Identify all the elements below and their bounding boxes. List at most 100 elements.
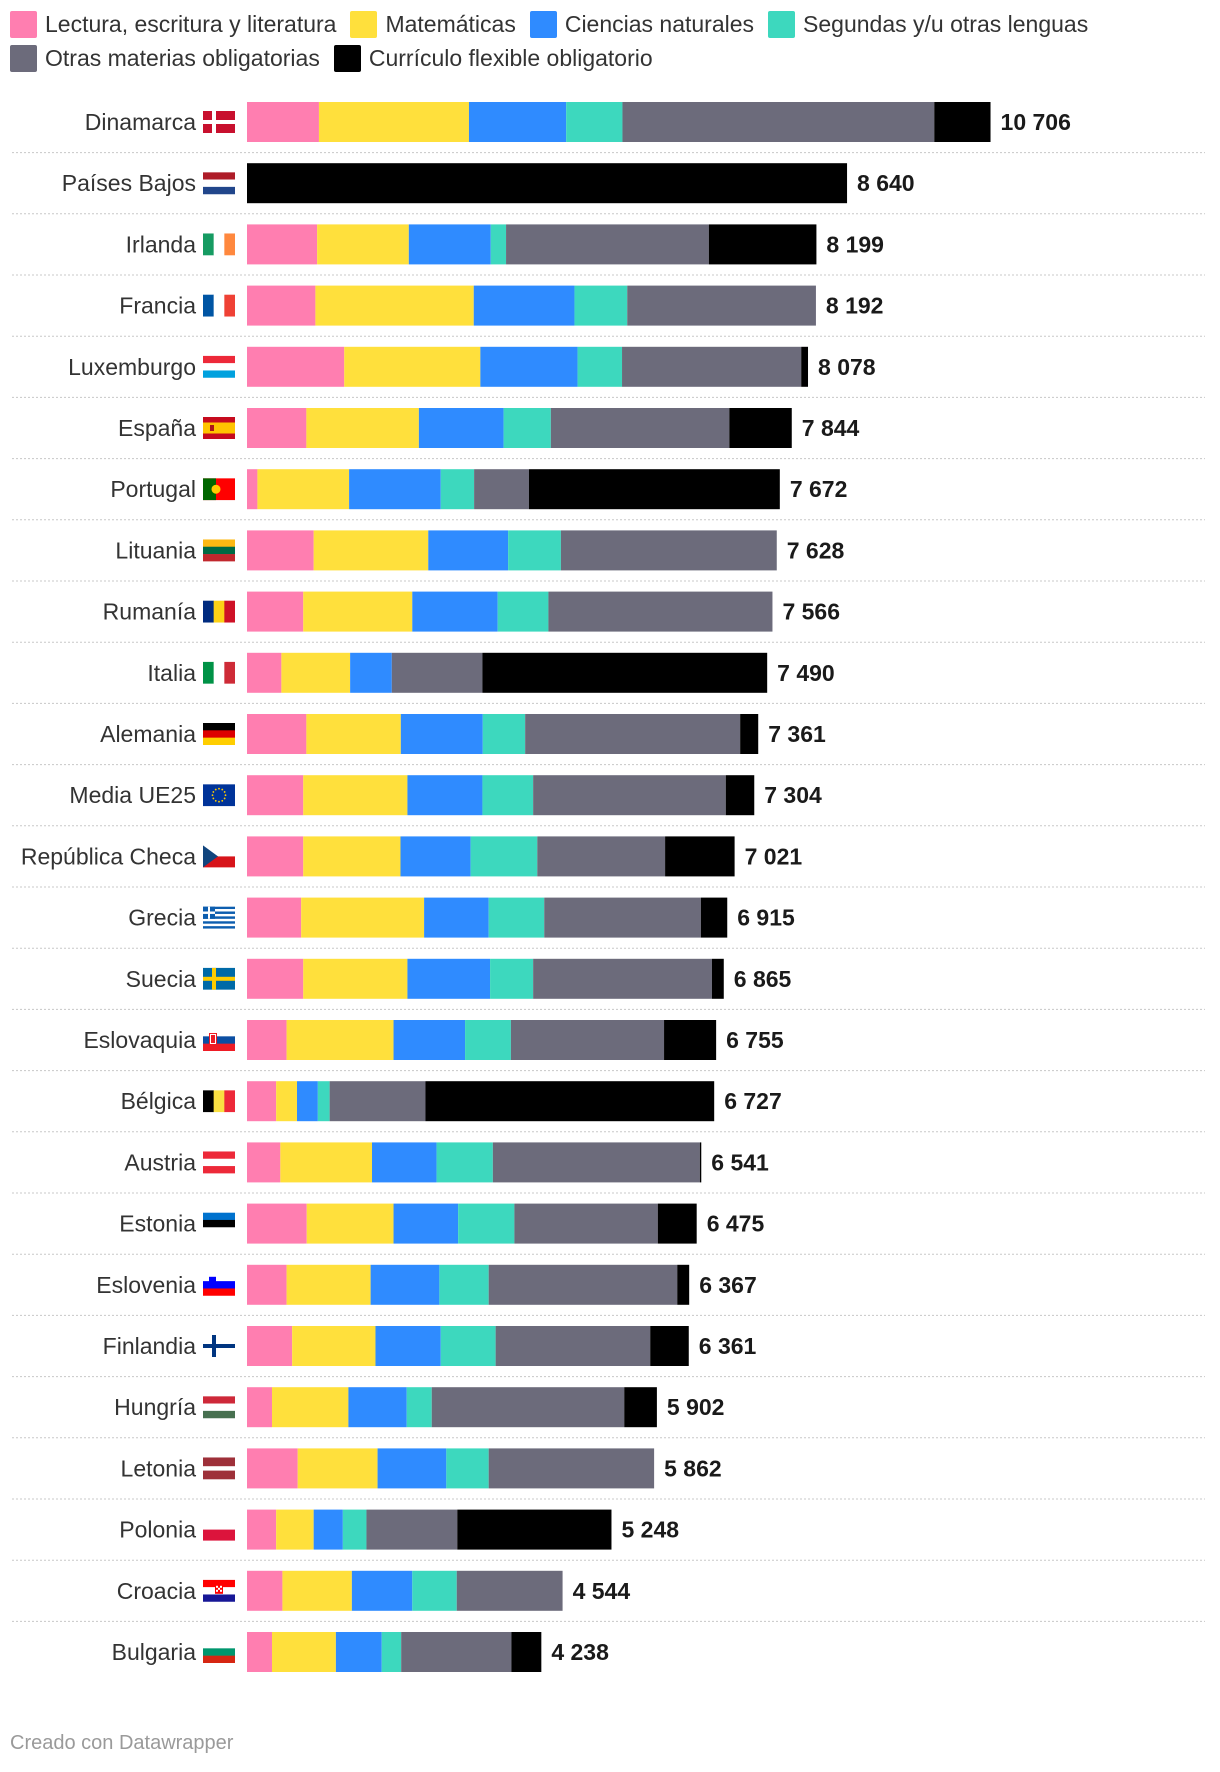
bar-segment[interactable]	[366, 1509, 458, 1550]
bar-segment[interactable]	[665, 836, 735, 877]
bar-segment[interactable]	[247, 346, 345, 387]
bar-segment[interactable]	[381, 1632, 402, 1672]
bar-segment[interactable]	[407, 775, 483, 816]
bar-segment[interactable]	[306, 714, 401, 754]
bar-segment[interactable]	[301, 897, 425, 938]
bar-segment[interactable]	[440, 469, 475, 510]
bar-segment[interactable]	[711, 958, 724, 999]
bar-segment[interactable]	[247, 163, 848, 204]
bar-segment[interactable]	[297, 1081, 318, 1122]
bar-segment[interactable]	[566, 102, 623, 142]
bar-segment[interactable]	[699, 1142, 702, 1183]
bar-segment[interactable]	[286, 1020, 394, 1060]
bar-segment[interactable]	[306, 408, 419, 448]
bar-segment[interactable]	[548, 591, 773, 632]
bar-segment[interactable]	[247, 775, 304, 816]
bar-segment[interactable]	[406, 1387, 432, 1428]
bar-segment[interactable]	[247, 469, 258, 510]
bar-segment[interactable]	[412, 591, 498, 632]
bar-segment[interactable]	[335, 1632, 382, 1672]
bar-segment[interactable]	[440, 1326, 496, 1366]
bar-segment[interactable]	[247, 714, 307, 754]
bar-segment[interactable]	[627, 285, 816, 326]
bar-segment[interactable]	[488, 897, 545, 938]
bar-segment[interactable]	[412, 1570, 457, 1611]
bar-segment[interactable]	[424, 897, 489, 938]
bar-segment[interactable]	[350, 652, 392, 693]
bar-segment[interactable]	[247, 1020, 287, 1060]
bar-segment[interactable]	[272, 1632, 336, 1672]
bar-segment[interactable]	[247, 1264, 287, 1305]
bar-segment[interactable]	[247, 652, 282, 693]
bar-segment[interactable]	[317, 224, 409, 265]
bar-segment[interactable]	[482, 714, 526, 754]
bar-segment[interactable]	[329, 1081, 426, 1122]
bar-segment[interactable]	[725, 775, 755, 816]
bar-segment[interactable]	[428, 530, 509, 571]
bar-segment[interactable]	[439, 1264, 489, 1305]
bar-segment[interactable]	[400, 714, 483, 754]
bar-segment[interactable]	[560, 530, 777, 571]
bar-segment[interactable]	[495, 1326, 651, 1366]
bar-segment[interactable]	[247, 1326, 293, 1366]
bar-segment[interactable]	[393, 1020, 466, 1060]
bar-segment[interactable]	[506, 224, 709, 265]
bar-segment[interactable]	[528, 469, 780, 510]
bar-segment[interactable]	[257, 469, 350, 510]
bar-segment[interactable]	[318, 102, 469, 142]
bar-segment[interactable]	[247, 408, 307, 448]
bar-segment[interactable]	[482, 775, 534, 816]
bar-segment[interactable]	[525, 714, 741, 754]
bar-segment[interactable]	[247, 102, 319, 142]
bar-segment[interactable]	[801, 346, 809, 387]
bar-segment[interactable]	[282, 1570, 352, 1611]
bar-segment[interactable]	[342, 1509, 367, 1550]
bar-segment[interactable]	[247, 1509, 277, 1550]
bar-segment[interactable]	[700, 897, 728, 938]
bar-segment[interactable]	[480, 346, 578, 387]
bar-segment[interactable]	[457, 1509, 612, 1550]
bar-segment[interactable]	[401, 1632, 512, 1672]
bar-segment[interactable]	[740, 714, 759, 754]
bar-segment[interactable]	[247, 1632, 273, 1672]
bar-segment[interactable]	[247, 224, 318, 265]
bar-segment[interactable]	[425, 1081, 715, 1122]
bar-segment[interactable]	[351, 1570, 413, 1611]
bar-segment[interactable]	[511, 1632, 542, 1672]
bar-segment[interactable]	[247, 897, 302, 938]
bar-segment[interactable]	[303, 958, 408, 999]
bar-segment[interactable]	[247, 1081, 277, 1122]
bar-segment[interactable]	[482, 652, 768, 693]
bar-segment[interactable]	[431, 1387, 625, 1428]
bar-segment[interactable]	[446, 1448, 489, 1489]
bar-segment[interactable]	[407, 958, 491, 999]
bar-segment[interactable]	[577, 346, 623, 387]
bar-segment[interactable]	[458, 1203, 515, 1244]
bar-segment[interactable]	[375, 1326, 441, 1366]
bar-segment[interactable]	[934, 102, 991, 142]
bar-segment[interactable]	[544, 897, 701, 938]
bar-segment[interactable]	[574, 285, 628, 326]
bar-segment[interactable]	[508, 530, 561, 571]
bar-segment[interactable]	[470, 836, 538, 877]
bar-segment[interactable]	[650, 1326, 689, 1366]
bar-segment[interactable]	[622, 102, 935, 142]
bar-segment[interactable]	[465, 1020, 511, 1060]
bar-segment[interactable]	[247, 958, 304, 999]
bar-segment[interactable]	[344, 346, 481, 387]
bar-segment[interactable]	[247, 530, 314, 571]
bar-segment[interactable]	[708, 224, 817, 265]
bar-segment[interactable]	[391, 652, 483, 693]
bar-segment[interactable]	[664, 1020, 717, 1060]
bar-segment[interactable]	[537, 836, 666, 877]
bar-segment[interactable]	[303, 591, 413, 632]
bar-segment[interactable]	[533, 775, 726, 816]
bar-segment[interactable]	[370, 1264, 440, 1305]
bar-segment[interactable]	[488, 1264, 678, 1305]
bar-segment[interactable]	[303, 836, 401, 877]
credit-text[interactable]: Creado con Datawrapper	[10, 1732, 234, 1754]
bar-segment[interactable]	[490, 224, 507, 265]
bar-segment[interactable]	[400, 836, 471, 877]
bar-segment[interactable]	[510, 1020, 665, 1060]
bar-segment[interactable]	[247, 1387, 273, 1428]
